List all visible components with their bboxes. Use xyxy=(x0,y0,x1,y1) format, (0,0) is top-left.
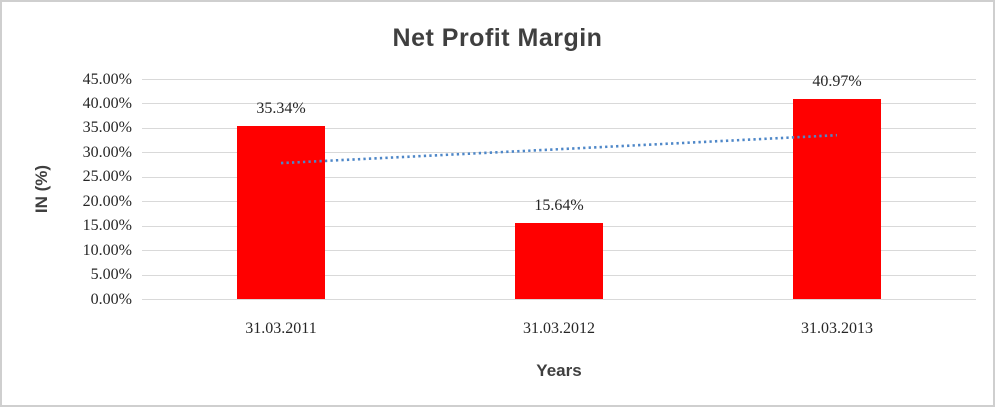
linear-trendline-dotted xyxy=(280,133,838,165)
y-tick-label: 35.00% xyxy=(82,119,132,137)
y-tick-label: 20.00% xyxy=(82,192,132,210)
y-tick-label: 30.00% xyxy=(82,143,132,161)
gridline xyxy=(142,79,976,80)
data-label: 15.64% xyxy=(534,196,584,214)
y-tick-label: 5.00% xyxy=(90,266,132,284)
bar-31.03.2012 xyxy=(515,222,603,299)
gridline xyxy=(142,176,976,178)
gridline xyxy=(142,127,976,129)
x-axis-title: Years xyxy=(536,361,582,380)
x-category-label: 31.03.2012 xyxy=(523,320,595,337)
y-tick-label: 40.00% xyxy=(82,94,132,112)
gridline xyxy=(142,299,976,300)
y-tick-label: 10.00% xyxy=(82,241,132,259)
y-tick-label: 25.00% xyxy=(82,168,132,186)
bar-31.03.2013 xyxy=(793,98,881,299)
y-tick-label: 0.00% xyxy=(90,290,132,308)
chart-title: Net Profit Margin xyxy=(392,24,603,52)
bar-31.03.2011 xyxy=(237,126,325,299)
gridline xyxy=(142,103,976,105)
y-tick-label: 45.00% xyxy=(82,70,132,88)
y-tick-label: 15.00% xyxy=(82,217,132,235)
data-label: 35.34% xyxy=(256,100,306,118)
x-category-label: 31.03.2011 xyxy=(245,320,317,337)
x-category-label: 31.03.2013 xyxy=(801,320,873,337)
data-label: 40.97% xyxy=(812,72,862,90)
gridline xyxy=(142,201,976,203)
